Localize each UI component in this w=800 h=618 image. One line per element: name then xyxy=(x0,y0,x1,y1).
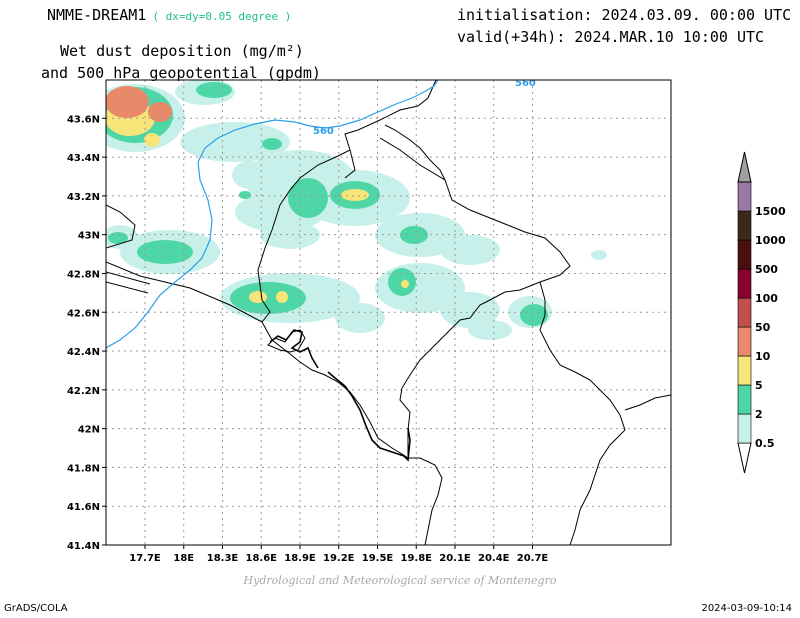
legend-under-triangle xyxy=(737,442,752,474)
latitude-ticks: 43.6N 43.4N 43.2N 43N 42.8N 42.6N 42.4N 42.2N 42… xyxy=(67,114,106,552)
lat-tick-label: 41.6N xyxy=(67,502,100,513)
valid-time: valid(+34h): 2024.MAR.10 10:00 UTC xyxy=(457,28,765,46)
legend-colorbar: 0.5 2 5 10 50 100 500 1000 1500 xyxy=(737,151,786,474)
map-grid xyxy=(106,80,671,545)
lon-tick-label: 18.9E xyxy=(284,553,316,564)
lon-tick-label: 19.8E xyxy=(400,553,432,564)
legend-swatch xyxy=(737,413,752,444)
lon-tick-label: 18.6E xyxy=(245,553,277,564)
legend-level-label: 1500 xyxy=(755,205,786,218)
map-area: 560 560 xyxy=(106,78,671,545)
geopotential-contour-560 xyxy=(106,80,439,349)
legend-swatch xyxy=(737,239,752,270)
legend-swatch xyxy=(737,326,752,357)
lat-tick-label: 43.4N xyxy=(67,153,100,164)
legend-level-label: 5 xyxy=(755,379,763,392)
legend-swatch xyxy=(737,210,752,241)
software-label: GrADS/COLA xyxy=(4,603,68,614)
legend-swatch xyxy=(737,181,752,212)
legend-swatch xyxy=(737,268,752,299)
lon-tick-label: 18E xyxy=(173,553,194,564)
legend-over-triangle xyxy=(737,151,752,183)
lat-tick-label: 42.6N xyxy=(67,308,100,319)
legend-level-label: 100 xyxy=(755,292,778,305)
lat-tick-label: 42.8N xyxy=(67,269,100,280)
model-name: NMME-DREAM1 ( dx=dy=0.05 degree ) xyxy=(47,6,291,24)
legend-level-label: 2 xyxy=(755,408,763,421)
longitude-ticks: 17.7E 18E 18.3E 18.6E 18.9E 19.2E 19.5E 19.8E 20… xyxy=(129,545,548,564)
model-label: NMME-DREAM1 xyxy=(47,6,147,24)
initialisation-time: initialisation: 2024.03.09. 00:00 UTC xyxy=(457,6,792,24)
legend-swatch xyxy=(737,384,752,415)
generation-timestamp: 2024-03-09-10:14 xyxy=(701,603,792,614)
lon-tick-label: 18.3E xyxy=(207,553,239,564)
lat-tick-label: 43.2N xyxy=(67,192,100,203)
lat-tick-label: 42.2N xyxy=(67,386,100,397)
deposition-layer-10 xyxy=(106,86,172,122)
lat-tick-label: 43.6N xyxy=(67,114,100,125)
legend-level-label: 500 xyxy=(755,263,778,276)
legend-level-label: 50 xyxy=(755,321,771,334)
lat-tick-label: 42.4N xyxy=(67,347,100,358)
lon-tick-label: 19.5E xyxy=(362,553,394,564)
coastline-and-borders xyxy=(106,80,671,545)
lat-tick-label: 41.4N xyxy=(67,541,100,552)
credit-text: Hydrological and Meteorological service … xyxy=(243,574,557,587)
bay-of-kotor xyxy=(269,329,411,462)
resolution-label: ( dx=dy=0.05 degree ) xyxy=(152,10,292,23)
lon-tick-label: 17.7E xyxy=(129,553,161,564)
lon-tick-label: 20.1E xyxy=(439,553,471,564)
legend-level-label: 0.5 xyxy=(755,437,775,450)
lat-tick-label: 42N xyxy=(78,425,100,436)
lat-tick-label: 43N xyxy=(78,231,100,242)
contour-label-560-b: 560 xyxy=(515,78,536,89)
title-line-2: and 500 hPa geopotential (gpdm) xyxy=(41,64,321,82)
contour-label-560-a: 560 xyxy=(313,126,334,137)
legend-level-label: 1000 xyxy=(755,234,786,247)
legend-swatch xyxy=(737,355,752,386)
lon-tick-label: 19.2E xyxy=(323,553,355,564)
lon-tick-label: 20.7E xyxy=(517,553,549,564)
lon-tick-label: 20.4E xyxy=(478,553,510,564)
lat-tick-label: 41.8N xyxy=(67,463,100,474)
title-line-1: Wet dust deposition (mg/m²) xyxy=(60,42,304,60)
legend-level-label: 10 xyxy=(755,350,771,363)
legend-swatch xyxy=(737,297,752,328)
